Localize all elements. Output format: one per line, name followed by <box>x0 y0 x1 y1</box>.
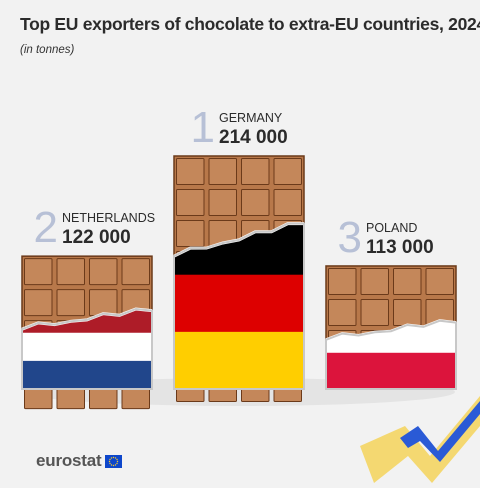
flag-wrapper-netherlands <box>22 309 152 389</box>
eurostat-logo: eurostat <box>36 451 123 471</box>
value-label: 113 000 <box>366 237 434 258</box>
chocolate-square <box>273 158 302 185</box>
chocolate-square <box>328 267 357 295</box>
chocolate-square <box>176 189 205 216</box>
chocolate-square <box>241 158 270 185</box>
rank-number: 1 <box>191 103 215 152</box>
eu-flag-icon <box>105 454 123 468</box>
chocolate-square <box>273 189 302 216</box>
chocolate-square <box>328 298 357 326</box>
chocolate-square <box>56 289 85 317</box>
chocolate-square <box>176 158 205 185</box>
chocolate-square <box>208 189 237 216</box>
chocolate-square <box>89 258 118 286</box>
chocolate-square <box>241 189 270 216</box>
country-label: GERMANY <box>219 111 283 125</box>
decorative-ribbon <box>360 396 480 488</box>
chocolate-square <box>89 289 118 317</box>
bar-netherlands: 2 NETHERLANDS 122 000 <box>21 203 155 410</box>
bar-germany: 1 GERMANY 214 000 <box>173 103 305 402</box>
value-label: 214 000 <box>219 127 288 148</box>
chocolate-square <box>56 258 85 286</box>
flag-stripe <box>174 274 304 333</box>
chocolate-square <box>121 258 150 286</box>
flag-stripe <box>22 360 152 389</box>
country-label: POLAND <box>366 221 417 235</box>
flag-stripe <box>22 332 152 362</box>
chocolate-square <box>393 298 422 326</box>
chocolate-square <box>24 258 53 286</box>
chocolate-square <box>425 267 454 295</box>
rank-number: 3 <box>338 213 362 262</box>
rank-number: 2 <box>34 203 58 252</box>
chocolate-square <box>393 267 422 295</box>
flag-stripe <box>326 352 456 389</box>
wrapper-outline <box>173 222 305 390</box>
chocolate-square <box>360 267 389 295</box>
eurostat-wordmark: eurostat <box>36 451 102 470</box>
bar-poland: 3 POLAND 113 000 <box>325 213 457 390</box>
wrapper-outline <box>325 319 457 390</box>
chocolate-square <box>176 220 205 247</box>
chocolate-square <box>24 289 53 317</box>
flag-stripe <box>174 331 304 389</box>
chart-title: Top EU exporters of chocolate to extra-E… <box>20 14 480 34</box>
chart-subtitle: (in tonnes) <box>20 44 75 56</box>
country-label: NETHERLANDS <box>62 211 155 225</box>
value-label: 122 000 <box>62 227 131 248</box>
wrapper-outline <box>21 307 153 390</box>
chocolate-square <box>360 298 389 326</box>
chocolate-square <box>208 158 237 185</box>
